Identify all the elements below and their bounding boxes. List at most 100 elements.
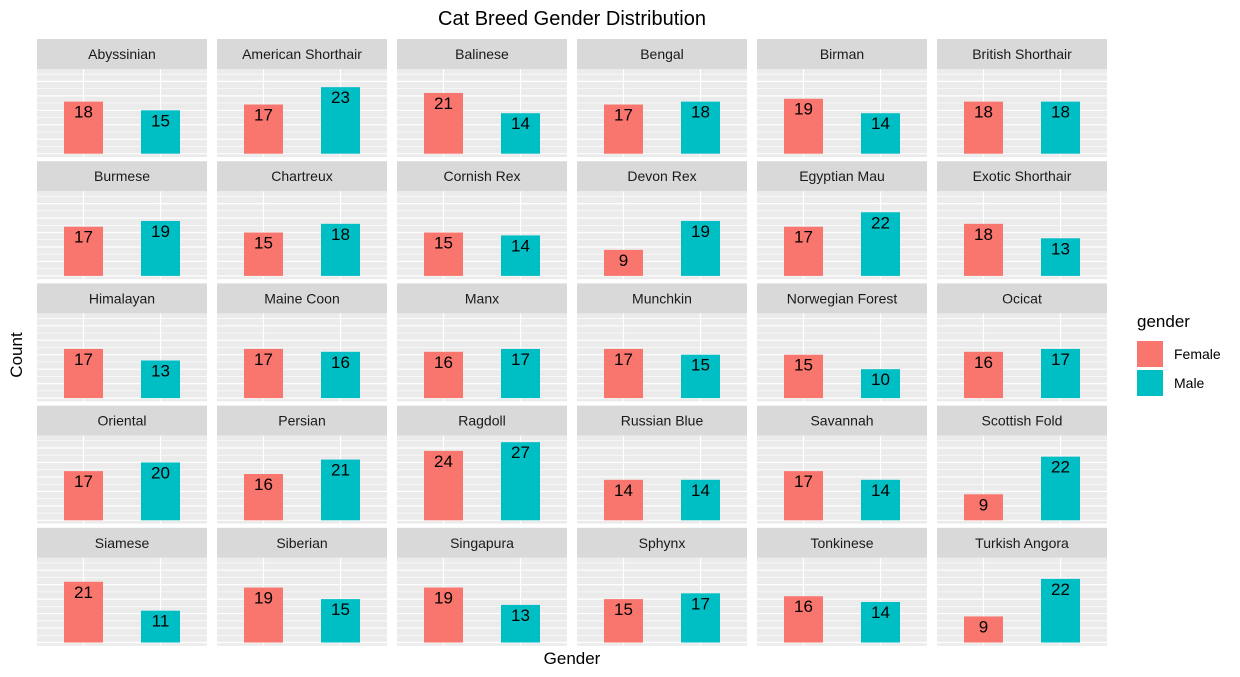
bar-label-female: 17 (794, 228, 813, 247)
facet-strip (577, 405, 747, 436)
facet-strip-label: Maine Coon (264, 290, 340, 306)
bar-label-female: 9 (979, 617, 988, 636)
bar-female (964, 351, 1003, 399)
bar-male (681, 593, 720, 643)
bar-label-female: 17 (74, 228, 93, 247)
facet-panel-ocicat: Ocicat 16 17 (937, 283, 1107, 402)
bar-male (861, 479, 900, 521)
facet-panel-ragdoll: Ragdoll 24 27 (397, 405, 567, 524)
legend-label-male: Male (1174, 375, 1205, 391)
x-axis-title: Gender (544, 649, 601, 668)
facet-strip (757, 161, 927, 192)
facet-panel-egyptian-mau: Egyptian Mau 17 22 (757, 161, 927, 280)
panel-background (37, 557, 207, 646)
facet-panel-burmese: Burmese 17 19 (37, 161, 207, 280)
panel-background (37, 435, 207, 524)
bar-female (424, 92, 463, 154)
bar-female (424, 587, 463, 643)
panel-background (757, 435, 927, 524)
bar-label-female: 21 (434, 94, 453, 113)
bar-label-female: 17 (74, 350, 93, 369)
facet-panel-savannah: Savannah 17 14 (757, 405, 927, 524)
facet-strip-label: Scottish Fold (982, 413, 1063, 429)
facet-strip (757, 39, 927, 69)
facet-strip-label: Chartreux (271, 168, 332, 184)
panel-background (397, 191, 567, 280)
bar-label-female: 17 (794, 472, 813, 491)
facet-strip-label: Siberian (276, 535, 327, 551)
facet-strip (37, 527, 207, 558)
bar-label-female: 19 (434, 589, 453, 608)
facet-panel-siberian: Siberian 19 15 (217, 527, 387, 646)
bar-male (681, 220, 720, 276)
bar-male (501, 604, 540, 643)
bar-label-male: 27 (511, 443, 530, 462)
facet-panel-himalayan: Himalayan 17 13 (37, 283, 207, 402)
facet-strip-label: American Shorthair (242, 46, 362, 62)
bar-female (64, 581, 103, 643)
bar-label-male: 14 (871, 603, 890, 622)
bar-label-male: 14 (691, 481, 710, 500)
panel-background (757, 191, 927, 280)
bar-label-male: 18 (691, 103, 710, 122)
bar-label-female: 15 (254, 234, 273, 253)
bar-female (964, 101, 1003, 154)
facet-panel-siamese: Siamese 21 11 (37, 527, 207, 646)
facet-strip-label: British Shorthair (972, 46, 1072, 62)
bar-female (964, 223, 1003, 276)
bar-label-female: 17 (254, 350, 273, 369)
facet-strip-label: Munchkin (632, 290, 692, 306)
facet-strip (577, 161, 747, 192)
bar-label-male: 14 (871, 481, 890, 500)
bar-male (141, 610, 180, 643)
bar-label-female: 17 (254, 106, 273, 125)
facet-strip (37, 39, 207, 69)
bar-male (321, 223, 360, 276)
bar-label-female: 9 (619, 251, 628, 270)
bar-label-male: 14 (511, 236, 530, 255)
legend-swatch-male (1137, 370, 1163, 396)
facet-panel-munchkin: Munchkin 17 15 (577, 283, 747, 402)
bar-male (681, 101, 720, 154)
bar-male (141, 220, 180, 276)
facet-strip-label: Siamese (95, 535, 150, 551)
bar-label-male: 11 (152, 612, 170, 631)
bar-label-male: 19 (691, 222, 710, 241)
facet-panel-russian-blue: Russian Blue 14 14 (577, 405, 747, 524)
facet-panel-abyssinian: Abyssinian 18 15 (37, 39, 207, 157)
bar-male (1041, 238, 1080, 276)
facet-strip-label: Bengal (640, 46, 684, 62)
bar-label-female: 17 (614, 106, 633, 125)
facet-strip-label: Egyptian Mau (799, 168, 885, 184)
bar-male (501, 442, 540, 521)
bar-female (784, 98, 823, 154)
facet-panel-tonkinese: Tonkinese 16 14 (757, 527, 927, 646)
bar-male (861, 602, 900, 643)
bar-label-female: 16 (974, 353, 993, 372)
facet-panels: Abyssinian 18 15 American Shorthair 17 23 Bali… (37, 39, 1107, 646)
bar-male (321, 599, 360, 643)
facet-strip (217, 405, 387, 436)
facet-strip-label: Norwegian Forest (787, 290, 898, 306)
facet-strip-label: Devon Rex (627, 168, 696, 184)
facet-strip (397, 39, 567, 69)
facet-panel-balinese: Balinese 21 14 (397, 39, 567, 157)
facet-strip (217, 283, 387, 314)
facet-strip (577, 39, 747, 69)
bar-female (64, 471, 103, 521)
bar-male (501, 235, 540, 276)
facet-strip (397, 283, 567, 314)
bar-female (424, 450, 463, 521)
bar-female (784, 354, 823, 399)
bar-male (1041, 456, 1080, 521)
bar-label-female: 16 (434, 353, 453, 372)
bar-label-male: 21 (331, 461, 350, 480)
bar-male (681, 354, 720, 399)
bar-label-male: 10 (871, 370, 890, 389)
facet-strip (577, 527, 747, 558)
facet-strip-label: Manx (465, 290, 499, 306)
bar-female (604, 479, 643, 521)
bar-male (1041, 348, 1080, 399)
panel-background (937, 69, 1107, 157)
bar-female (244, 474, 283, 521)
